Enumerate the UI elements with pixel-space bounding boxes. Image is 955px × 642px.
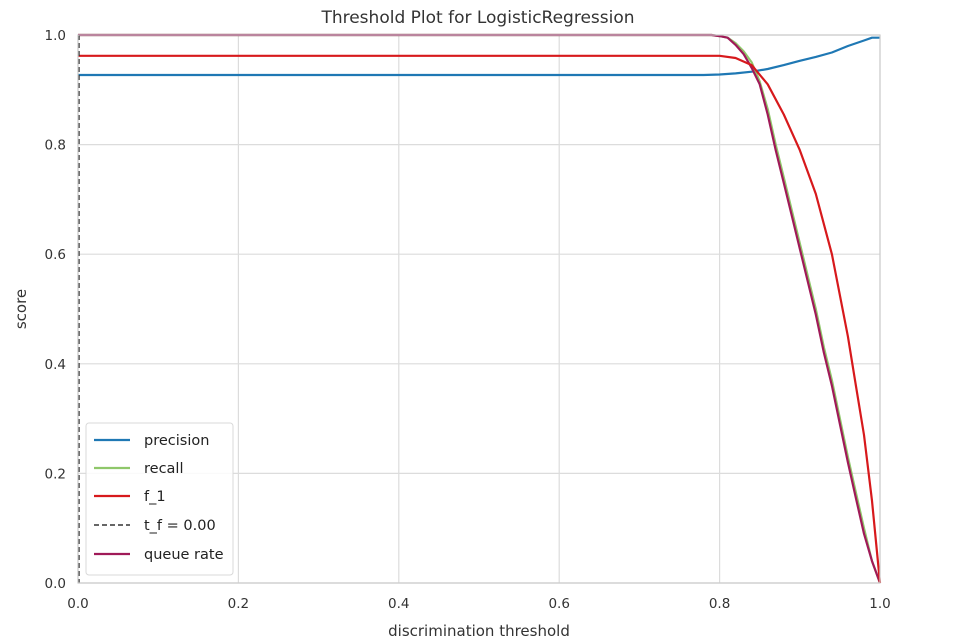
chart-title: Threshold Plot for LogisticRegression xyxy=(320,8,634,28)
x-tick-label: 0.0 xyxy=(67,596,88,612)
y-tick-label: 0.0 xyxy=(45,576,66,592)
x-tick-label: 0.2 xyxy=(228,596,249,612)
x-tick-label: 0.4 xyxy=(388,596,409,612)
x-tick-label: 1.0 xyxy=(869,596,890,612)
y-tick-label: 0.6 xyxy=(45,247,66,263)
y-tick-label: 0.8 xyxy=(45,138,66,154)
legend-box xyxy=(85,422,234,576)
legend-label-recall: recall xyxy=(144,461,183,477)
y-tick-label: 0.2 xyxy=(45,466,66,482)
x-tick-labels: 0.0 0.2 0.4 0.6 0.8 1.0 xyxy=(67,596,890,612)
plot-frame xyxy=(77,34,881,584)
legend-label-queue-rate: queue rate xyxy=(144,547,224,563)
legend: precision recall f_1 t_f = 0.00 queue ra… xyxy=(85,422,234,576)
series-line-f-1 xyxy=(78,54,882,584)
series-line-precision xyxy=(78,36,880,77)
x-axis-label: discrimination threshold xyxy=(388,622,570,640)
legend-label-threshold: t_f = 0.00 xyxy=(144,518,216,534)
legend-label-precision: precision xyxy=(144,433,209,449)
x-tick-label: 0.6 xyxy=(548,596,569,612)
y-tick-label: 1.0 xyxy=(45,28,66,44)
x-tick-label: 0.8 xyxy=(709,596,730,612)
legend-label-f1: f_1 xyxy=(144,489,166,505)
y-axis-label: score xyxy=(12,289,30,329)
y-tick-labels: 0.0 0.2 0.4 0.6 0.8 1.0 xyxy=(45,28,66,592)
y-tick-label: 0.4 xyxy=(45,357,66,373)
